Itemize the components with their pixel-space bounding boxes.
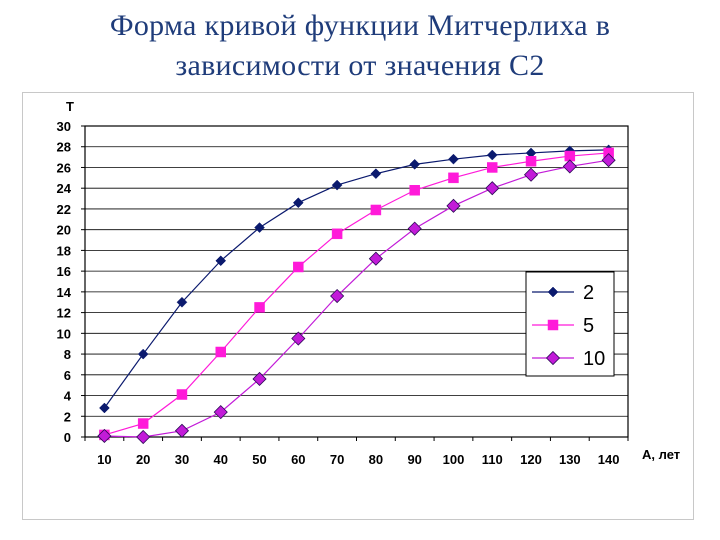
data-point <box>370 168 382 180</box>
y-tick-label: 30 <box>57 119 71 134</box>
series-line <box>104 159 609 438</box>
x-tick-label: 20 <box>136 452 150 467</box>
gridlines <box>85 146 628 417</box>
legend-label: 10 <box>583 348 605 370</box>
data-point <box>407 221 422 236</box>
data-point <box>174 423 190 438</box>
data-point <box>487 162 498 173</box>
data-point <box>485 181 500 196</box>
data-point <box>525 155 537 167</box>
y-tick-label: 18 <box>57 243 71 258</box>
data-point <box>562 159 577 174</box>
y-tick-label: 0 <box>64 430 71 445</box>
data-point <box>99 402 110 414</box>
y-tick-label: 28 <box>57 140 71 155</box>
legend-marker <box>545 350 561 366</box>
data-point <box>137 348 149 360</box>
x-tick-label: 120 <box>520 452 542 467</box>
series-10 <box>97 153 616 445</box>
y-axis-label: Т <box>66 99 74 114</box>
x-tick-label: 80 <box>369 452 383 467</box>
y-tick-label: 26 <box>57 160 71 175</box>
data-point <box>291 331 306 346</box>
y-tick-label: 6 <box>64 368 71 383</box>
series-layer <box>97 144 616 445</box>
data-point <box>213 405 228 420</box>
data-point <box>523 167 539 182</box>
series-2 <box>99 144 614 414</box>
data-point <box>409 159 421 170</box>
x-tick-label: 60 <box>291 452 305 467</box>
x-tick-label: 140 <box>598 452 620 467</box>
x-tick-label: 30 <box>175 452 189 467</box>
legend: 2 5 10 <box>525 271 615 377</box>
y-tick-label: 14 <box>57 285 72 300</box>
y-tick-label: 22 <box>57 202 71 217</box>
data-point <box>370 204 382 216</box>
y-tick-label: 24 <box>57 181 72 196</box>
data-point <box>97 428 112 444</box>
legend-item-10: 10 <box>532 348 605 370</box>
y-tick-label: 16 <box>57 264 71 279</box>
data-point <box>409 185 420 196</box>
data-point <box>215 255 227 267</box>
x-tick-label: 10 <box>97 452 111 467</box>
data-point <box>330 288 345 304</box>
data-point <box>215 346 226 358</box>
slide-title-line-2: зависимости от значения С2 <box>175 49 545 82</box>
y-tick-label: 12 <box>57 306 71 321</box>
data-point <box>368 251 383 266</box>
legend-box <box>525 271 615 377</box>
data-point <box>137 418 149 429</box>
x-tick-label: 40 <box>214 452 228 467</box>
x-tick-label: 90 <box>407 452 421 467</box>
data-point <box>136 429 151 445</box>
x-axis-ticks: 10 20 30 40 50 60 70 80 90 100 110 120 130 140 <box>84 437 629 467</box>
x-tick-label: 130 <box>559 452 581 467</box>
legend-item-2: 2 <box>532 282 594 304</box>
y-tick-label: 4 <box>64 389 72 404</box>
data-point <box>448 172 459 184</box>
slide-title: Форма кривой функции Митчерлиха в зависи… <box>0 6 720 86</box>
series-line <box>103 149 609 409</box>
x-tick-label: 100 <box>443 452 465 467</box>
slide-title-line-1: Форма кривой функции Митчерлиха в <box>109 9 611 42</box>
legend-marker <box>547 319 559 331</box>
data-point <box>176 389 188 400</box>
legend-label: 2 <box>583 282 594 304</box>
data-point <box>176 296 188 308</box>
x-tick-label: 50 <box>252 452 266 467</box>
data-point <box>252 371 267 387</box>
data-point <box>331 228 343 240</box>
data-point <box>254 222 265 233</box>
data-point <box>254 302 265 313</box>
y-tick-label: 8 <box>64 347 71 362</box>
y-tick-label: 10 <box>57 326 71 341</box>
data-point <box>448 153 459 165</box>
y-tick-label: 20 <box>57 223 71 238</box>
x-tick-label: 110 <box>482 452 503 467</box>
data-point <box>292 197 304 209</box>
data-point <box>446 198 461 213</box>
data-point <box>486 149 498 161</box>
data-point <box>331 179 343 191</box>
legend-label: 5 <box>583 315 594 337</box>
data-point <box>601 153 616 168</box>
legend-marker <box>547 286 559 298</box>
x-tick-label: 70 <box>330 452 344 467</box>
legend-item-5: 5 <box>532 315 594 337</box>
y-tick-label: 2 <box>64 409 71 424</box>
series-line <box>104 152 609 436</box>
x-axis-label: А, лет <box>642 447 680 462</box>
data-point <box>293 261 304 273</box>
